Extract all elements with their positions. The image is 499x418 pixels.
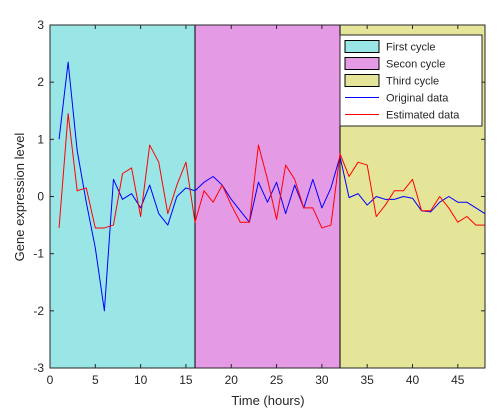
- legend-label-2: Secon cycle: [386, 59, 445, 71]
- legend-label-3: Third cycle: [386, 76, 439, 88]
- legend: First cycle Secon cycle Third cycle Origina…: [339, 34, 483, 127]
- x-tick-label: 45: [451, 373, 465, 387]
- legend-label-1: First cycle: [386, 42, 436, 54]
- legend-series-label-1: Original data: [386, 93, 449, 105]
- x-tick-label: 40: [406, 373, 420, 387]
- x-tick-label: 10: [134, 373, 148, 387]
- legend-swatch-3: [344, 74, 380, 87]
- x-tick-label: 0: [47, 373, 54, 387]
- region-2: [194, 24, 341, 369]
- y-tick-label: 3: [37, 18, 44, 32]
- legend-swatch-1: [344, 40, 380, 53]
- x-tick-label: 35: [361, 373, 375, 387]
- x-tick-label: 25: [270, 373, 284, 387]
- y-tick-label: 0: [37, 190, 44, 204]
- y-tick-label: -1: [33, 247, 44, 261]
- legend-swatch-2: [344, 57, 380, 70]
- data-series: [58, 61, 486, 312]
- axes: 0 5 10 15 20 25 30 35 40 45 -3 -2 -1 0 1 2 3: [33, 18, 486, 387]
- series-line-2: [58, 113, 485, 229]
- x-tick-label: 30: [315, 373, 329, 387]
- y-tick-label: -2: [33, 304, 44, 318]
- y-tick-label: -3: [33, 361, 44, 375]
- x-tick-label: 15: [179, 373, 193, 387]
- y-tick-label: 1: [37, 132, 44, 146]
- region-1: [49, 24, 196, 369]
- x-axis-label: Time (hours): [231, 393, 304, 408]
- series-line-1: [58, 61, 486, 312]
- x-tick-label: 5: [92, 373, 99, 387]
- legend-series-label-2: Estimated data: [386, 110, 460, 122]
- y-tick-label: 2: [37, 75, 44, 89]
- y-axis-label: Gene expression level: [12, 133, 27, 262]
- x-tick-label: 20: [225, 373, 239, 387]
